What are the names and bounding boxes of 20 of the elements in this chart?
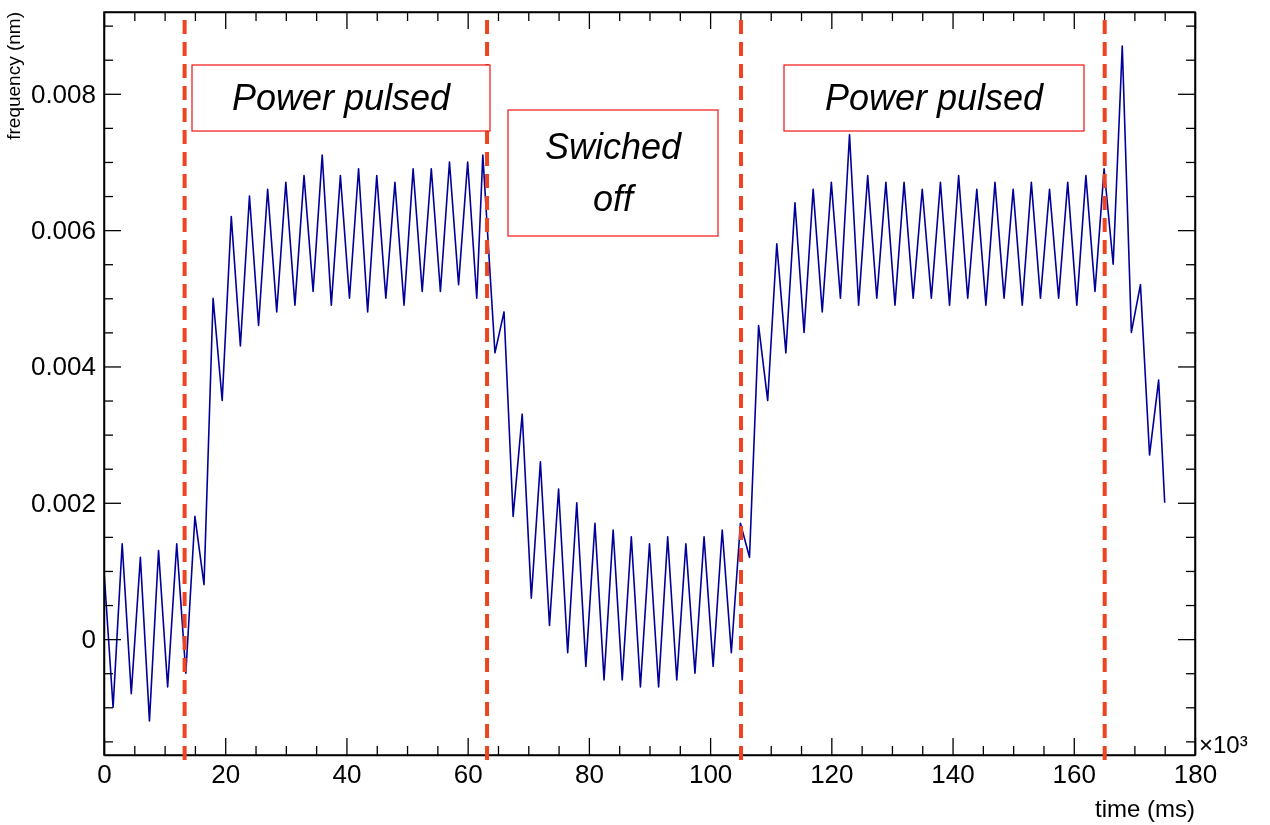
annotation: Power pulsed [231, 77, 452, 118]
y-tick-label: 0.002 [30, 487, 96, 518]
annotation: Power pulsed [824, 77, 1045, 118]
y-tick-label: 0 [81, 623, 96, 654]
x-tick-label: 100 [688, 759, 733, 790]
y-tick-label: 0.004 [30, 351, 96, 382]
x-tick-label: 80 [574, 759, 604, 790]
x-tick-label: 140 [931, 759, 975, 790]
annotation: Swiched off [544, 126, 683, 219]
x-tick-label: 40 [332, 759, 362, 790]
x-tick-label: 160 [1052, 759, 1096, 790]
x-tick-label: 60 [453, 759, 483, 790]
x-tick-label: 120 [810, 759, 854, 790]
x-tick-label: 20 [211, 759, 241, 790]
text: ×10³ [1199, 731, 1248, 758]
x-axis-title: time (ms) [1095, 795, 1195, 822]
y-axis-title: frequency (nm) [3, 12, 24, 140]
y-tick-label: 0.006 [30, 214, 96, 245]
x-tick-label: 180 [1173, 759, 1218, 790]
y-tick-label: 0.008 [30, 78, 96, 109]
